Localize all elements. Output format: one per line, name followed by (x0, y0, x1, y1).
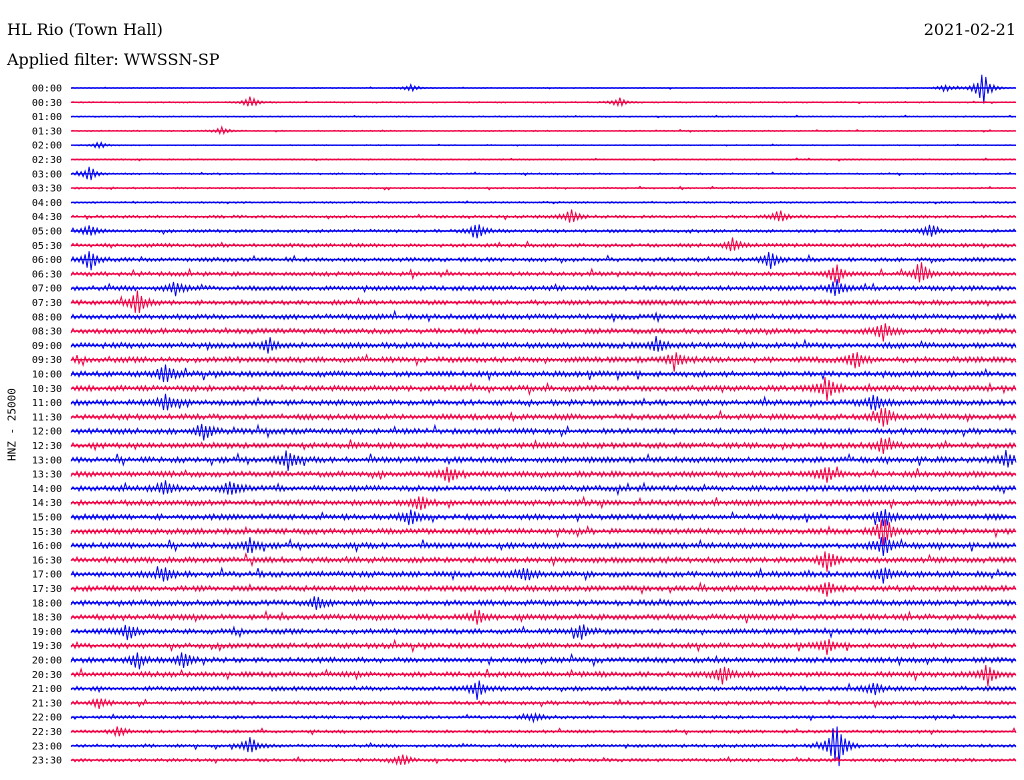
trace-line (70, 352, 1017, 372)
time-tick-label: 03:00 (32, 169, 62, 180)
time-tick-label: 07:00 (32, 284, 62, 295)
trace-line (70, 437, 1017, 454)
time-tick-label: 13:00 (32, 455, 62, 466)
filter-label: Applied filter: WWSSN-SP (7, 50, 220, 69)
time-tick-label: 01:30 (32, 126, 62, 137)
time-tick-label: 19:00 (32, 627, 62, 638)
time-tick-label: 13:30 (32, 470, 62, 481)
trace-line (70, 237, 1017, 252)
time-tick-label: 16:30 (32, 555, 62, 566)
date-label: 2021-02-21 (923, 20, 1016, 39)
trace-line (70, 96, 1017, 108)
time-tick-label: 09:30 (32, 355, 62, 366)
trace-line (70, 509, 1017, 527)
time-tick-label: 20:00 (32, 656, 62, 667)
time-tick-label: 22:00 (32, 713, 62, 724)
time-tick-label: 18:30 (32, 613, 62, 624)
time-tick-label: 12:00 (32, 427, 62, 438)
time-tick-label: 15:30 (32, 527, 62, 538)
time-tick-label: 01:00 (32, 112, 62, 123)
trace-line (70, 566, 1017, 584)
trace-line (70, 638, 1017, 656)
time-tick-label: 00:00 (32, 84, 62, 95)
time-tick-label: 06:30 (32, 269, 62, 280)
time-tick-label: 22:30 (32, 727, 62, 738)
time-tick-label: 17:00 (32, 570, 62, 581)
time-tick-label: 17:30 (32, 584, 62, 595)
trace-line (70, 665, 1017, 687)
trace-line (70, 449, 1017, 472)
trace-line (70, 74, 1017, 104)
trace-line (70, 536, 1017, 557)
trace-line (70, 423, 1017, 441)
time-tick-label: 09:00 (32, 341, 62, 352)
time-tick-label: 16:00 (32, 541, 62, 552)
trace-line (70, 393, 1017, 411)
time-tick-label: 08:00 (32, 312, 62, 323)
trace-line (70, 680, 1017, 700)
time-tick-label: 11:30 (32, 412, 62, 423)
time-tick-label: 14:00 (32, 484, 62, 495)
time-tick-label: 21:00 (32, 684, 62, 695)
time-tick-label: 23:30 (32, 756, 62, 767)
time-tick-label: 04:30 (32, 212, 62, 223)
trace-line (70, 652, 1017, 670)
trace-line (70, 251, 1017, 271)
time-tick-label: 04:00 (32, 198, 62, 209)
time-tick-label: 18:00 (32, 598, 62, 609)
trace-line (70, 262, 1017, 284)
time-tick-label: 11:00 (32, 398, 62, 409)
time-tick-label: 05:30 (32, 241, 62, 252)
time-tick-label: 21:30 (32, 698, 62, 709)
time-tick-label: 19:30 (32, 641, 62, 652)
time-tick-label: 07:30 (32, 298, 62, 309)
trace-line (70, 466, 1017, 483)
time-tick-label: 00:30 (32, 98, 62, 109)
time-tick-label: 15:00 (32, 513, 62, 524)
station-title: HL Rio (Town Hall) (7, 20, 163, 39)
time-tick-label: 23:00 (32, 741, 62, 752)
trace-line (70, 364, 1017, 383)
time-tick-label: 10:00 (32, 370, 62, 381)
trace-line (70, 290, 1017, 313)
time-tick-label: 03:30 (32, 184, 62, 195)
trace-lines (70, 74, 1017, 767)
time-tick-label: 20:30 (32, 670, 62, 681)
trace-line (70, 596, 1017, 610)
trace-line (70, 551, 1017, 572)
trace-line (70, 697, 1017, 709)
time-tick-label: 10:30 (32, 384, 62, 395)
time-tick-label: 08:30 (32, 327, 62, 338)
trace-line (70, 624, 1017, 641)
time-tick-label: 06:00 (32, 255, 62, 266)
time-labels: 00:00 00:30 01:00 01:30 02:00 02:30 03:00 03:30… (32, 84, 62, 767)
time-tick-label: 02:00 (32, 141, 62, 152)
trace-line (70, 480, 1017, 497)
time-tick-label: 14:30 (32, 498, 62, 509)
time-tick-label: 05:00 (32, 227, 62, 238)
time-tick-label: 12:30 (32, 441, 62, 452)
trace-line (70, 323, 1017, 342)
time-tick-label: 02:30 (32, 155, 62, 166)
trace-line (70, 581, 1017, 597)
